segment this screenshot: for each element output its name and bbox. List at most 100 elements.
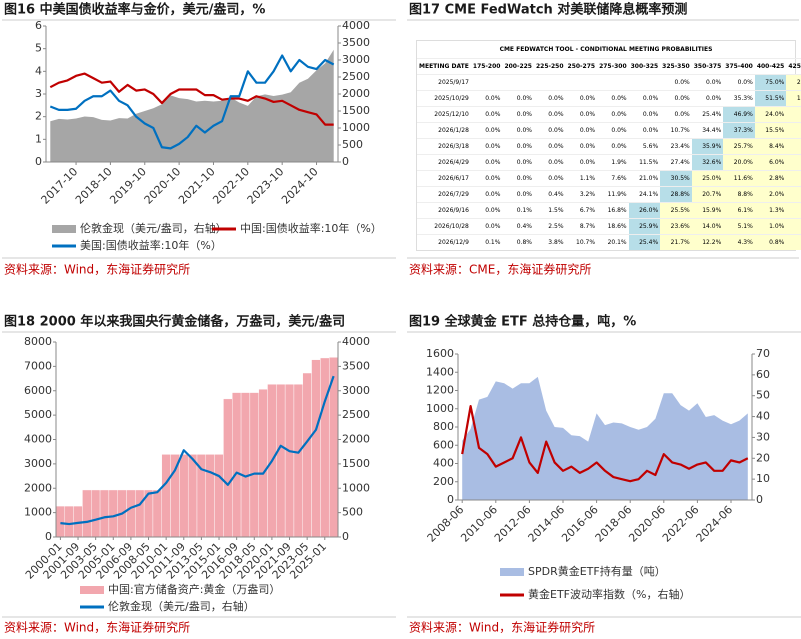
y2-tick-label: 3000 [342, 384, 370, 397]
y2-tick-label: 1500 [342, 104, 370, 117]
cell: 34.4% [691, 122, 724, 139]
bar [311, 359, 321, 538]
bar [179, 454, 189, 538]
column-header: 400-425 [754, 58, 787, 75]
cell: 0.0% [533, 90, 566, 107]
bar [276, 384, 286, 538]
cell: 35.9% [691, 138, 724, 155]
y-tick-label: 4 [35, 64, 42, 77]
cell: 0.0% [502, 186, 534, 203]
cell: 10.7% [565, 234, 598, 250]
cell [597, 74, 629, 91]
column-header: MEETING DATE [417, 58, 471, 75]
cell: 2.8% [754, 170, 787, 187]
cell: 13.3% [786, 90, 801, 107]
y2-tick-label: 70 [756, 347, 770, 360]
cell: 18.6% [597, 218, 629, 235]
y-tick-label: 0 [447, 493, 454, 506]
line [461, 405, 749, 483]
line [49, 54, 335, 150]
cell: 0.0% [502, 106, 534, 123]
cell: 0.1% [502, 202, 534, 219]
chart-title: 图18 2000 年以来我国央行黄金储备，万盎司，美元/盎司 [4, 314, 345, 330]
cell: 0.4% [533, 186, 566, 203]
cell: 15.5% [754, 122, 787, 139]
y2-tick-label: 500 [342, 506, 363, 519]
y2-tick-label: 3500 [342, 359, 370, 372]
cell: 0.2% [786, 186, 801, 203]
y2-tick-label: 0 [756, 493, 763, 506]
cell: 0.0% [502, 122, 534, 139]
column-header: 325-350 [660, 58, 692, 75]
source: 资料来源：Wind，东海证券研究所 [409, 620, 595, 635]
y-tick-label: 3 [35, 87, 42, 100]
cell: 0.0% [723, 74, 755, 91]
cell: 0.0% [660, 106, 692, 123]
row-label: 2025/10/29 [417, 90, 471, 107]
x-tick-label: 2020-10 [142, 165, 184, 207]
column-header: 375-400 [723, 58, 755, 75]
column-header: 300-325 [628, 58, 661, 75]
y2-tick-label: 60 [756, 368, 770, 381]
cell: 0.0% [470, 202, 503, 219]
row-label: 2026/12/9 [417, 234, 471, 250]
x-tick-label: 2024-06 [694, 503, 736, 545]
cell: 0.0% [565, 138, 598, 155]
y-tick-label: 7000 [24, 359, 52, 372]
cell: 15.9% [691, 202, 724, 219]
y2-tick-label: 2000 [342, 87, 370, 100]
row-label: 2026/9/16 [417, 202, 471, 219]
y2-tick-label: 4000 [342, 335, 370, 348]
table: MEETING DATE 175-200 200-225 225-250 250-275… [417, 58, 801, 250]
cell: 4.3% [723, 234, 755, 250]
cell: 5.1% [723, 218, 755, 235]
x-tick-label: 2023-10 [245, 165, 287, 207]
cell: 0.0% [786, 234, 801, 250]
x-tick-label: 2017-10 [39, 165, 81, 207]
bar [205, 454, 215, 538]
source: 资料来源：Wind，东海证券研究所 [4, 620, 190, 635]
cell: 0.0% [470, 154, 503, 171]
legend-swatch [500, 568, 524, 576]
y2-tick-label: 500 [342, 138, 363, 151]
cell: 12.2% [691, 234, 724, 250]
y-tick-label: 2 [35, 110, 42, 123]
cell: 0.0% [786, 218, 801, 235]
y-tick-label: 5 [35, 42, 42, 55]
row-label: 2025/9/17 [417, 74, 471, 91]
cell: 1.5% [533, 202, 566, 219]
cell: 0.0% [533, 138, 566, 155]
cell: 0.0% [470, 106, 503, 123]
y-tick-label: 1000 [426, 402, 454, 415]
cell: 6.0% [754, 154, 787, 171]
cell [533, 74, 566, 91]
row-label: 2026/6/17 [417, 170, 471, 187]
cell: 20.7% [691, 186, 724, 203]
table-row: 2025/10/29 0.0% 0.0% 0.0% 0.0% 0.0% 0.0% 0.0% 0.… [417, 90, 801, 107]
x-tick-label: 2022-10 [210, 165, 252, 207]
cell: 0.0% [533, 154, 566, 171]
bar [135, 489, 145, 538]
row-label: 2026/7/29 [417, 186, 471, 203]
line [60, 375, 335, 526]
y-tick-label: 6 [35, 19, 42, 32]
x-tick-label: 2019-10 [107, 165, 149, 207]
cell: 30.5% [660, 170, 692, 187]
y2-tick-label: 0 [342, 530, 349, 543]
cell: 21.0% [628, 170, 661, 187]
cell: 11.6% [723, 170, 755, 187]
bar [258, 389, 268, 538]
y-tick-label: 1200 [426, 384, 454, 397]
cell: 8.8% [723, 186, 755, 203]
y2-tick-label: 1500 [342, 457, 370, 470]
cell: 10.7% [660, 122, 692, 139]
cell: 20.0% [723, 154, 755, 171]
cell: 1.0% [754, 218, 787, 235]
cell: 0.0% [628, 106, 661, 123]
cell: 27.4% [660, 154, 692, 171]
line [49, 72, 334, 126]
cell: 16.8% [597, 202, 629, 219]
bar [187, 454, 198, 538]
y-tick-label: 5000 [24, 408, 52, 421]
bar [214, 454, 224, 538]
